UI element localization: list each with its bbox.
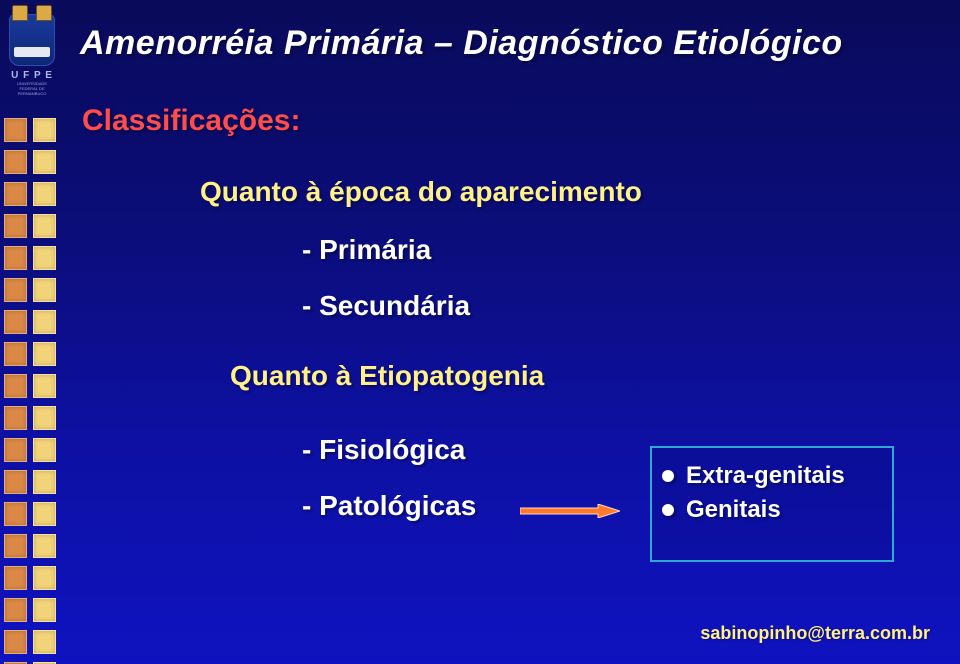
section2-heading: Quanto à Etiopatogenia (230, 360, 544, 392)
logo-subtext: UNIVERSIDADE FEDERAL DE PERNAMBUCO (8, 81, 56, 96)
section1-item-0: - Primária (302, 234, 431, 266)
section2-item-0: - Fisiológica (302, 434, 465, 466)
callout-item-1-label: Genitais (686, 496, 781, 524)
callout-item-0: Extra-genitais (662, 462, 882, 490)
slide-title: Amenorréia Primária – Diagnóstico Etioló… (80, 24, 920, 63)
section1-item-1: - Secundária (302, 290, 470, 322)
logo: U F P E UNIVERSIDADE FEDERAL DE PERNAMBU… (8, 14, 56, 96)
slide-subtitle: Classificações: (82, 104, 300, 138)
logo-abbr: U F P E (8, 70, 56, 81)
bullet-icon (662, 504, 674, 516)
callout-item-1: Genitais (662, 496, 882, 524)
logo-shield-icon (9, 14, 55, 66)
section2-item-1: - Patológicas (302, 490, 476, 522)
arrow-icon (520, 504, 620, 518)
decoration-column (4, 118, 56, 664)
slide: U F P E UNIVERSIDADE FEDERAL DE PERNAMBU… (0, 0, 960, 664)
section1-heading: Quanto à época do aparecimento (200, 176, 642, 208)
bullet-icon (662, 470, 674, 482)
callout-box: Extra-genitais Genitais (650, 446, 894, 562)
footer-email: sabinopinho@terra.com.br (700, 623, 930, 644)
callout-item-0-label: Extra-genitais (686, 462, 845, 490)
